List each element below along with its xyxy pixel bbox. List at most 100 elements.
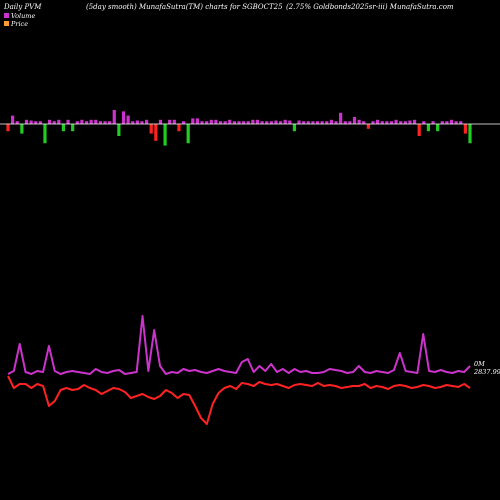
volume-bar	[343, 121, 347, 124]
volume-bar	[394, 119, 398, 124]
header-left-label: Daily PVM	[3, 3, 42, 11]
volume-bar	[278, 121, 283, 124]
legend-price-label: Price	[10, 20, 28, 28]
volume-bar	[214, 119, 218, 124]
volume-bar	[399, 121, 403, 124]
volume-bar	[168, 119, 172, 124]
volume-bar	[195, 118, 200, 124]
volume-bar	[292, 124, 297, 132]
volume-bar	[311, 121, 315, 124]
volume-bar	[158, 119, 163, 124]
volume-bar	[357, 119, 361, 124]
volume-bar	[237, 121, 241, 124]
volume-bar	[61, 124, 66, 132]
volume-bar	[218, 121, 223, 124]
volume-bar	[325, 121, 329, 124]
volume-bar	[274, 120, 278, 124]
volume-bar	[15, 121, 19, 124]
volume-bar	[255, 119, 260, 124]
price-value-label: 2837.99	[473, 368, 500, 376]
volume-bar	[163, 124, 167, 146]
volume-bar	[6, 124, 10, 132]
volume-bar	[205, 121, 209, 124]
volume-bar	[191, 118, 195, 124]
volume-bar	[265, 121, 269, 124]
volume-bar	[348, 121, 352, 124]
volume-bar	[242, 121, 246, 124]
volume-bar	[200, 121, 204, 124]
volume-bar	[459, 121, 463, 124]
volume-bar	[436, 124, 440, 132]
volume-value-label: 0M	[474, 360, 485, 368]
volume-bars	[6, 110, 472, 146]
volume-bar	[186, 124, 190, 144]
volume-bar	[94, 119, 98, 124]
volume-bar	[47, 119, 52, 124]
volume-bar	[306, 121, 310, 124]
volume-bar	[339, 112, 343, 124]
volume-bar	[34, 121, 38, 124]
volume-bar	[66, 119, 70, 124]
volume-bar	[422, 121, 426, 124]
header-center-label: (5day smooth) MunafaSutra(TM) charts for…	[86, 3, 283, 11]
volume-bar	[121, 111, 126, 124]
volume-bar	[283, 119, 287, 124]
volume-bar	[38, 121, 42, 124]
volume-bar	[426, 124, 431, 132]
volume-bar	[389, 121, 394, 124]
volume-bar	[145, 119, 149, 124]
volume-bar	[329, 119, 333, 124]
volume-bar	[112, 110, 116, 124]
volume-bar	[126, 115, 130, 124]
series-lines	[7, 315, 471, 425]
volume-bar	[209, 119, 213, 124]
volume-bar	[232, 121, 236, 124]
volume-bar	[463, 124, 467, 134]
volume-bar	[445, 121, 449, 124]
volume-bar	[223, 121, 227, 124]
volume-bar	[154, 124, 158, 141]
legend-price-swatch	[4, 21, 9, 26]
volume-bar	[352, 117, 357, 124]
legend-volume-swatch	[4, 13, 9, 18]
volume-bar	[297, 120, 301, 124]
volume-bar	[149, 124, 153, 134]
volume-bar	[315, 121, 320, 124]
volume-bar	[403, 121, 407, 124]
volume-bar	[140, 121, 144, 124]
volume-bar	[228, 119, 232, 124]
volume-bar	[320, 121, 324, 124]
volume-bar	[408, 120, 412, 124]
volume-bar	[371, 121, 375, 124]
volume-bar	[52, 121, 56, 124]
volume-bar	[80, 119, 84, 124]
volume-bar	[366, 124, 370, 129]
header-right-label: (2.75% Goldbonds2025sr-iii) MunafaSutra.…	[286, 3, 454, 11]
volume-bar	[251, 119, 255, 124]
volume-bar	[380, 121, 384, 124]
volume-bar	[454, 121, 458, 124]
volume-bar	[135, 120, 139, 124]
volume-bar	[246, 121, 250, 124]
volume-bar	[177, 124, 181, 132]
legend-volume-label: Volume	[11, 12, 35, 20]
volume-bar	[376, 119, 380, 124]
volume-bar	[440, 121, 444, 124]
volume-bar	[431, 121, 435, 124]
volume-bar	[57, 119, 61, 124]
volume-bar	[84, 121, 89, 124]
volume-bar	[181, 121, 186, 124]
volume-bar	[172, 119, 176, 124]
volume-bar	[288, 120, 292, 124]
volume-bar	[260, 121, 264, 124]
volume-bar	[24, 119, 29, 124]
volume-bar	[20, 124, 24, 134]
volume-bar	[89, 119, 93, 124]
volume-bar	[362, 121, 366, 124]
volume-bar	[412, 119, 417, 124]
volume-bar	[75, 121, 79, 124]
volume-bar	[449, 119, 454, 124]
volume-bar	[131, 121, 135, 124]
